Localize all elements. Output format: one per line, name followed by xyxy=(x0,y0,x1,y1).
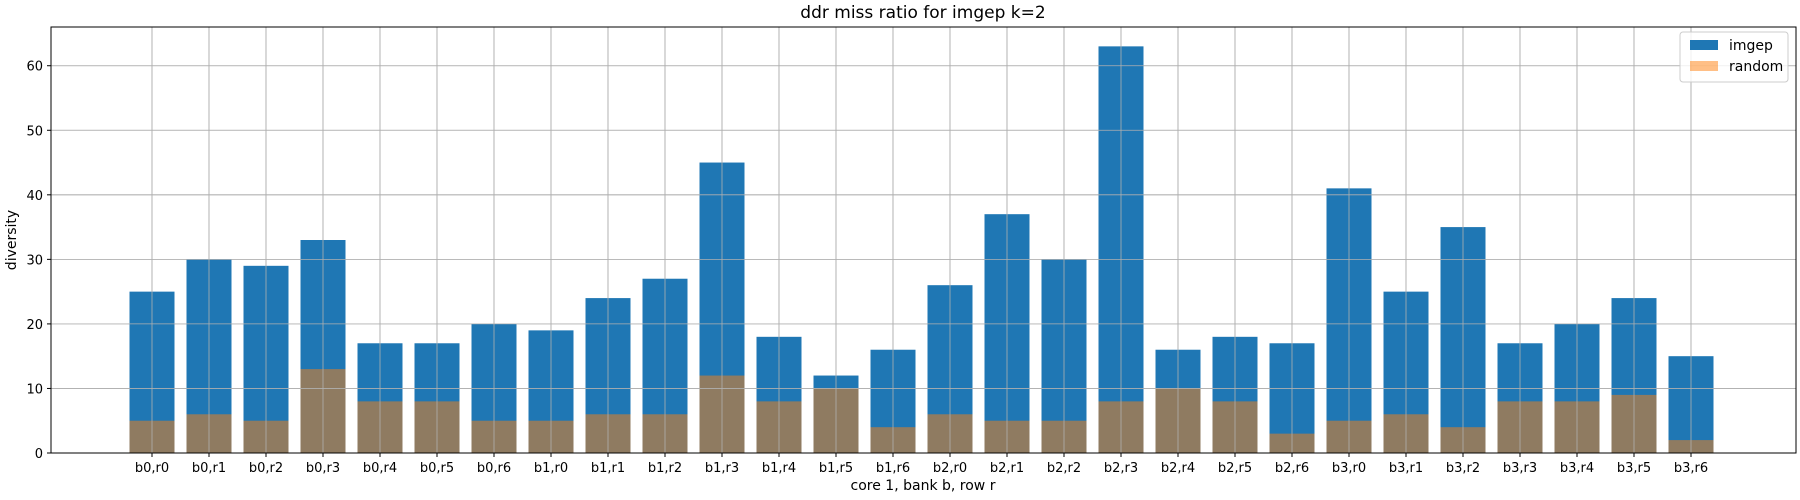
y-tick-label: 40 xyxy=(26,189,43,204)
x-tick-label: b0,r4 xyxy=(363,461,397,476)
x-tick-label: b0,r2 xyxy=(249,461,283,476)
x-tick-label: b2,r4 xyxy=(1161,461,1195,476)
legend-label-imgep: imgep xyxy=(1729,38,1773,54)
x-tick-label: b1,r4 xyxy=(762,461,796,476)
x-tick-label: b3,r6 xyxy=(1674,461,1708,476)
legend-swatch-imgep xyxy=(1690,40,1718,50)
x-tick-label: b2,r5 xyxy=(1218,461,1252,476)
x-tick-label: b0,r3 xyxy=(306,461,340,476)
tick-labels: 0 10 20 30 40 50 60 b0,r0 b0,r1 b0,r2 b0,r3 b0,r4 b0… xyxy=(26,60,1708,476)
x-tick-label: b2,r6 xyxy=(1275,461,1309,476)
y-tick-label: 10 xyxy=(26,382,43,397)
x-tick-label: b1,r2 xyxy=(648,461,682,476)
x-tick-label: b0,r5 xyxy=(420,461,454,476)
x-tick-label: b3,r2 xyxy=(1446,461,1480,476)
legend-swatch-random xyxy=(1690,61,1718,71)
x-tick-label: b2,r2 xyxy=(1047,461,1081,476)
x-tick-label: b2,r1 xyxy=(990,461,1024,476)
x-axis-label: core 1, bank b, row r xyxy=(851,478,996,494)
y-tick-label: 0 xyxy=(35,447,43,462)
x-tick-label: b2,r0 xyxy=(933,461,967,476)
x-tick-label: b0,r6 xyxy=(477,461,511,476)
y-tick-label: 20 xyxy=(26,318,43,333)
x-tick-label: b1,r1 xyxy=(591,461,625,476)
bars xyxy=(129,46,1714,453)
y-tick-label: 30 xyxy=(26,253,43,268)
legend-label-random: random xyxy=(1729,59,1783,75)
x-tick-label: b3,r3 xyxy=(1503,461,1537,476)
x-tick-label: b3,r1 xyxy=(1389,461,1423,476)
x-tick-label: b3,r5 xyxy=(1617,461,1651,476)
x-tick-label: b0,r0 xyxy=(135,461,169,476)
x-tick-label: b0,r1 xyxy=(192,461,226,476)
chart-title: ddr miss ratio for imgep k=2 xyxy=(800,3,1045,23)
x-tick-label: b1,r6 xyxy=(876,461,910,476)
plot-frame xyxy=(50,26,1797,454)
x-tick-label: b3,r4 xyxy=(1560,461,1594,476)
grid-overlay xyxy=(51,27,1796,454)
x-tick-label: b1,r5 xyxy=(819,461,853,476)
x-tick-label: b3,r0 xyxy=(1332,461,1366,476)
x-tick-label: b1,r3 xyxy=(705,461,739,476)
x-tick-label: b1,r0 xyxy=(534,461,568,476)
y-tick-label: 60 xyxy=(26,60,43,75)
legend: imgep random xyxy=(1679,31,1789,83)
x-tick-label: b2,r3 xyxy=(1104,461,1138,476)
y-tick-label: 50 xyxy=(26,124,43,139)
y-axis-label: diversity xyxy=(4,210,20,270)
